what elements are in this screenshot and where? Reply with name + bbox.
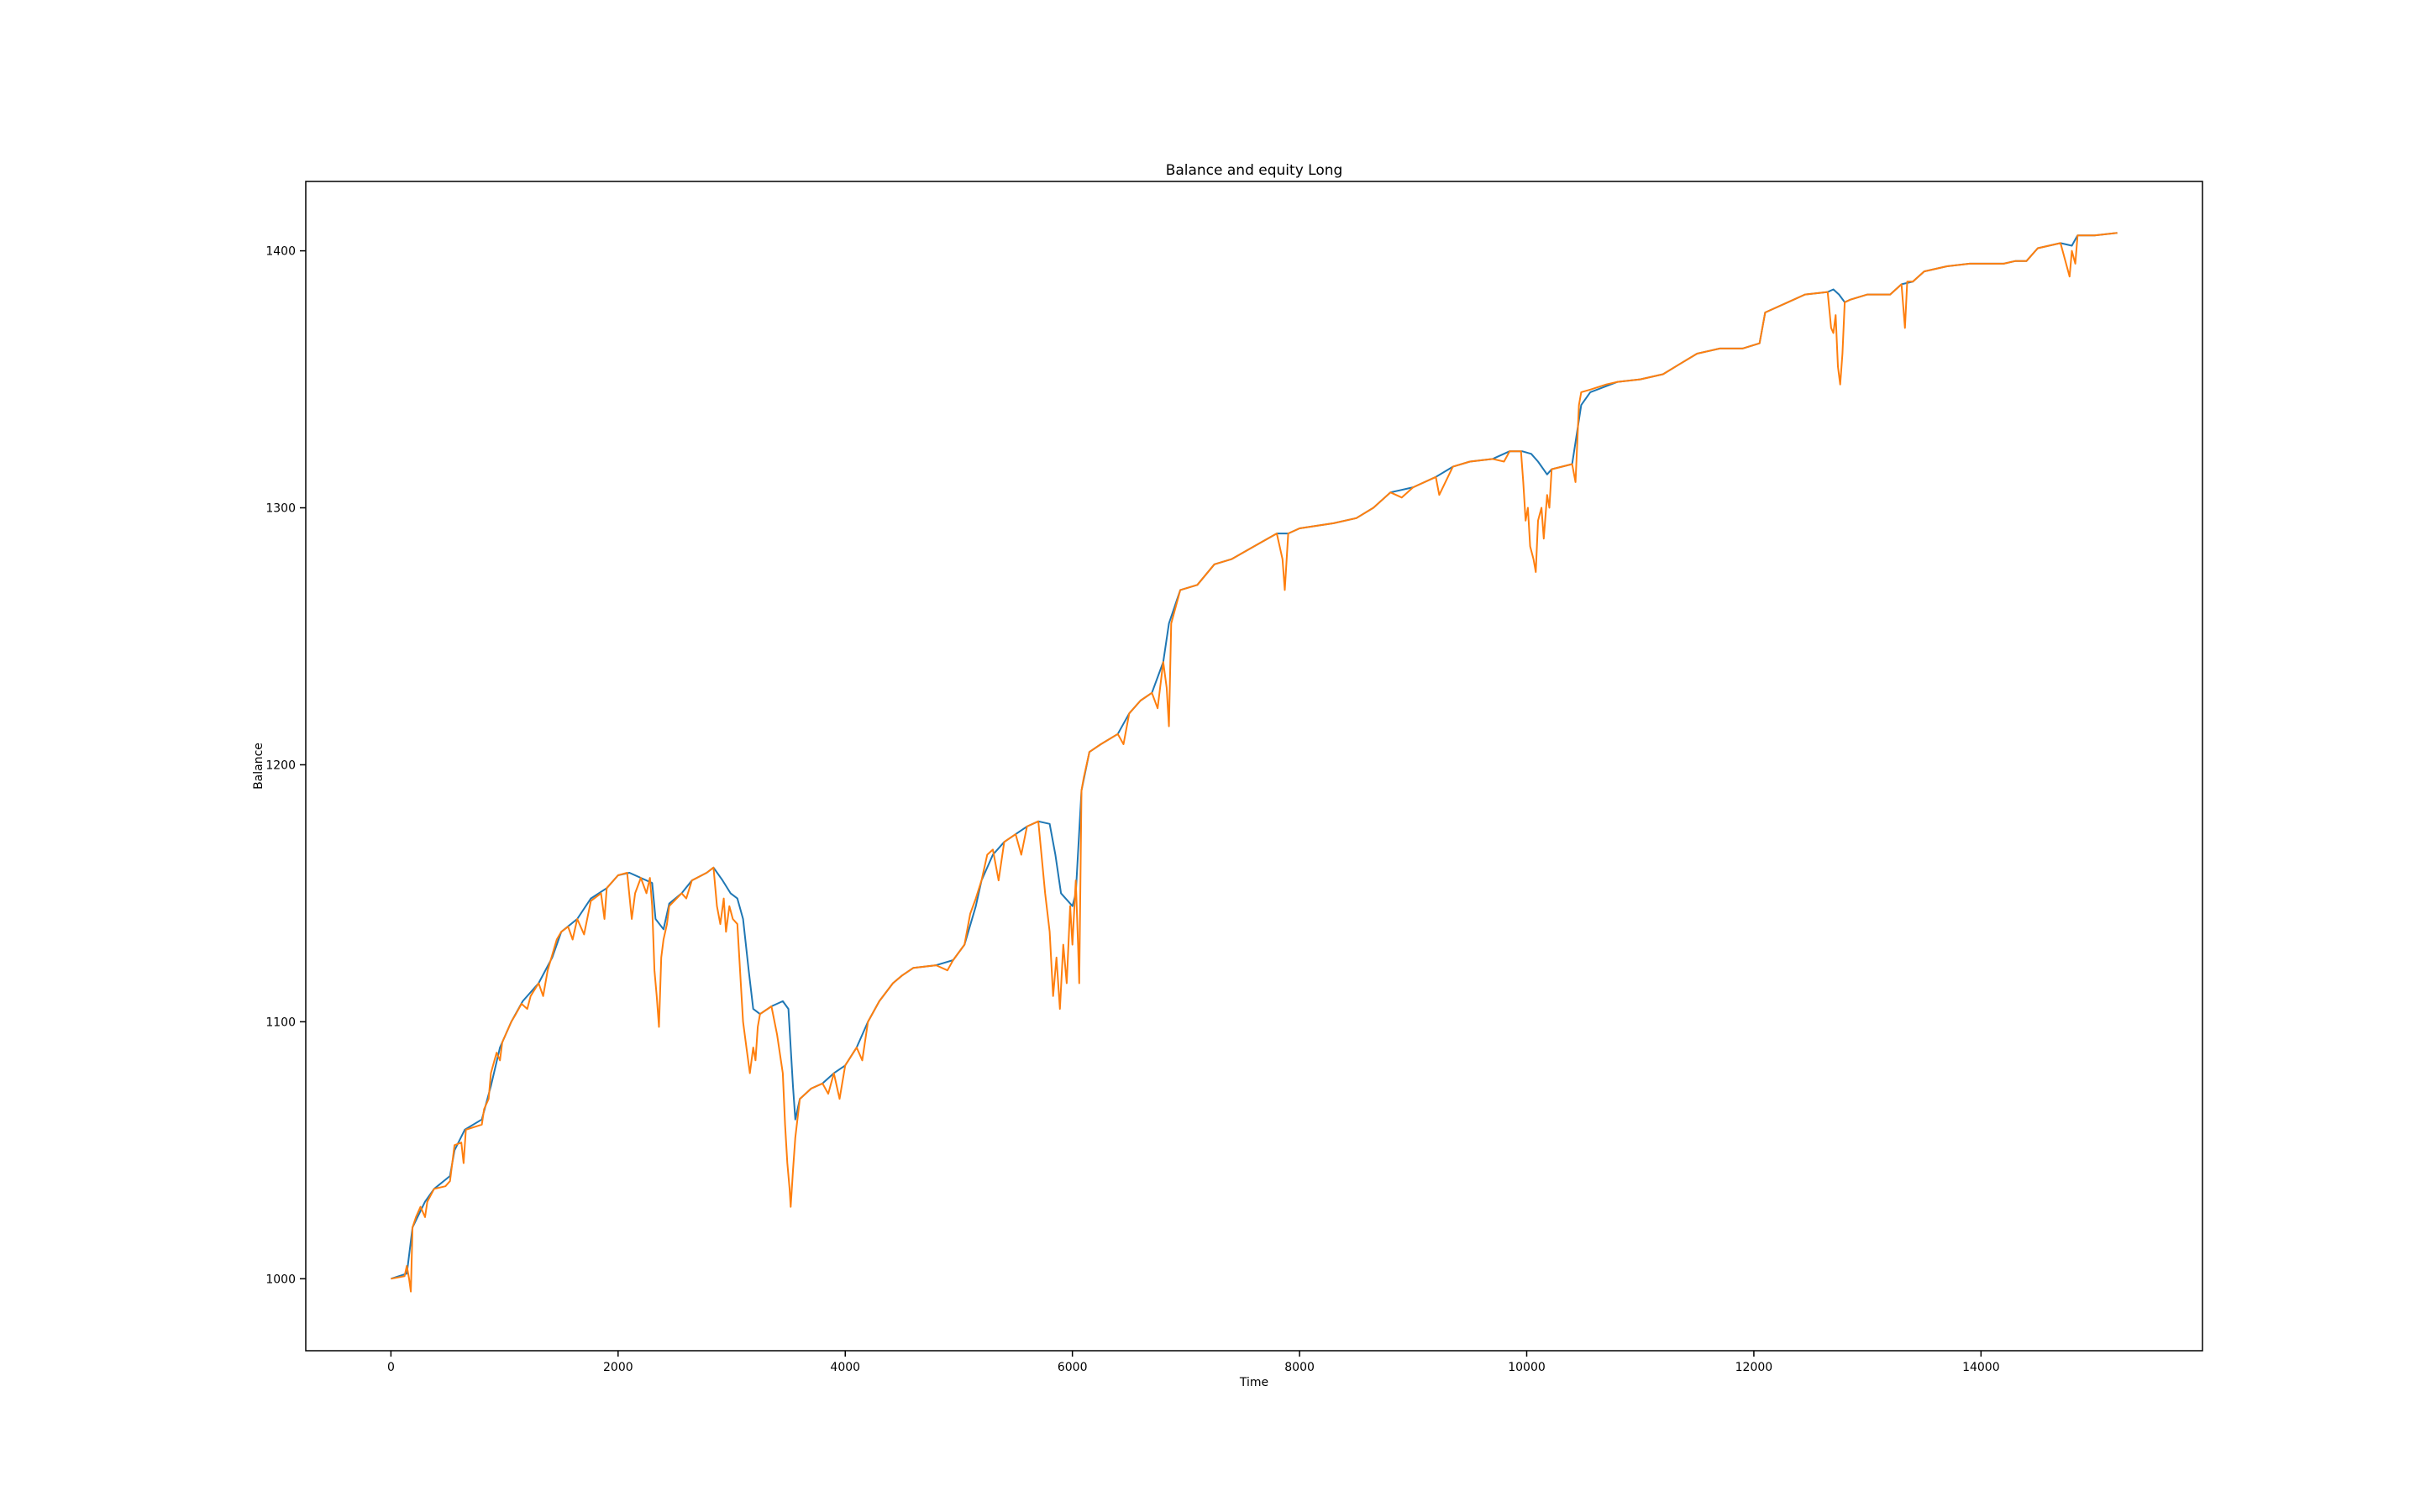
- x-tick-label: 2000: [603, 1361, 633, 1374]
- x-axis-label: Time: [1239, 1376, 1268, 1389]
- y-axis-label: Balance: [252, 743, 265, 790]
- y-tick-label: 1200: [265, 759, 296, 772]
- y-axis: 1000 1100 1200 1300 1400: [265, 245, 306, 1286]
- chart-title: Balance and equity Long: [1166, 162, 1343, 179]
- y-tick-label: 1000: [265, 1273, 296, 1286]
- x-tick-label: 12000: [1735, 1361, 1773, 1374]
- plot-lines: [391, 232, 2118, 1293]
- x-tick-label: 4000: [830, 1361, 860, 1374]
- x-axis: 0 2000 4000 6000 8000 10000 12000 14000: [387, 1351, 2000, 1374]
- y-tick-label: 1100: [265, 1016, 296, 1029]
- plot-frame: [305, 181, 2203, 1352]
- y-tick-label: 1300: [265, 502, 296, 516]
- y-tick-label: 1400: [265, 245, 296, 259]
- x-tick-label: 10000: [1508, 1361, 1546, 1374]
- x-tick-label: 14000: [1962, 1361, 2000, 1374]
- series-line-equity: [391, 232, 2118, 1293]
- x-tick-label: 0: [387, 1361, 395, 1374]
- x-tick-label: 6000: [1058, 1361, 1088, 1374]
- x-tick-label: 8000: [1284, 1361, 1315, 1374]
